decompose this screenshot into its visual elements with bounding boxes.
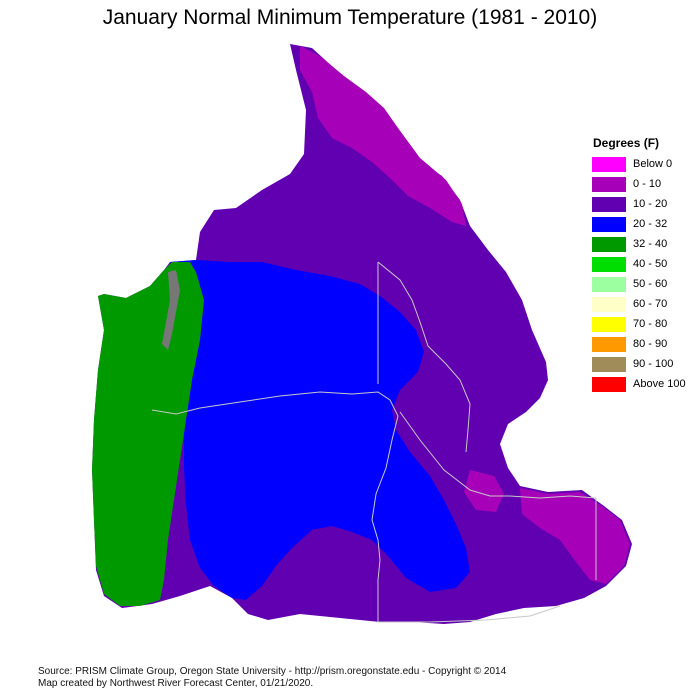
puget-sound (162, 270, 180, 350)
legend-label: 90 - 100 (633, 358, 674, 370)
legend-label: 32 - 40 (633, 238, 668, 250)
region-0-10-southeast (520, 488, 630, 584)
legend-swatch (592, 196, 626, 212)
legend-item-32-40: 32 - 40 (592, 236, 700, 252)
legend-swatch (592, 296, 626, 312)
legend-swatch (592, 356, 626, 372)
legend-label: 0 - 10 (633, 178, 662, 190)
legend-label: Above 100 (633, 378, 686, 390)
legend-swatch (592, 336, 626, 352)
region-0-10-central (464, 470, 504, 512)
legend-swatch (592, 316, 626, 332)
state-boundary-wa-or (151, 391, 399, 622)
legend-title: Degrees (F) (593, 136, 660, 150)
legend-item-70-80: 70 - 80 (592, 316, 700, 332)
state-boundary-nv (378, 605, 561, 623)
legend-item-60-70: 60 - 70 (592, 296, 700, 312)
legend-swatch (592, 216, 626, 232)
legend-item-90-100: 90 - 100 (592, 356, 700, 372)
legend-label: 50 - 60 (633, 278, 668, 290)
source-credit: Source: PRISM Climate Group, Oregon Stat… (38, 666, 506, 690)
region-32-40-coast (92, 262, 204, 606)
legend-label: 10 - 20 (633, 198, 668, 210)
legend-label: Below 0 (633, 158, 673, 170)
legend-item-above-100: Above 100 (592, 376, 700, 392)
legend-item-0-10: 0 - 10 (592, 176, 700, 192)
legend-label: 70 - 80 (633, 318, 668, 330)
legend-item-10-20: 10 - 20 (592, 196, 700, 212)
legend-item-50-60: 50 - 60 (592, 276, 700, 292)
legend-label: 20 - 32 (633, 218, 668, 230)
legend-swatch (592, 236, 626, 252)
legend-label: 80 - 90 (633, 338, 668, 350)
source-line: Source: PRISM Climate Group, Oregon Stat… (38, 666, 507, 677)
legend-item-20-32: 20 - 32 (592, 216, 700, 232)
legend-item-40-50: 40 - 50 (592, 256, 700, 272)
region-0-10-north (300, 46, 466, 226)
legend-item-below-0: Below 0 (592, 156, 700, 172)
credit-line: Map created by Northwest River Forecast … (38, 678, 314, 689)
state-boundary-or-id (399, 411, 597, 499)
state-boundary-id-mt (377, 261, 471, 453)
region-20-32 (170, 260, 470, 600)
map-title: January Normal Minimum Temperature (1981… (102, 6, 598, 29)
legend-swatch (592, 156, 626, 172)
legend-swatch (592, 376, 626, 392)
legend-swatch (592, 176, 626, 192)
legend: Degrees (F) Below 0 0 - 10 10 - 20 20 - … (592, 136, 700, 396)
legend-label: 60 - 70 (633, 298, 668, 310)
legend-label: 40 - 50 (633, 258, 668, 270)
legend-item-80-90: 80 - 90 (592, 336, 700, 352)
legend-swatch (592, 256, 626, 272)
legend-swatch (592, 276, 626, 292)
